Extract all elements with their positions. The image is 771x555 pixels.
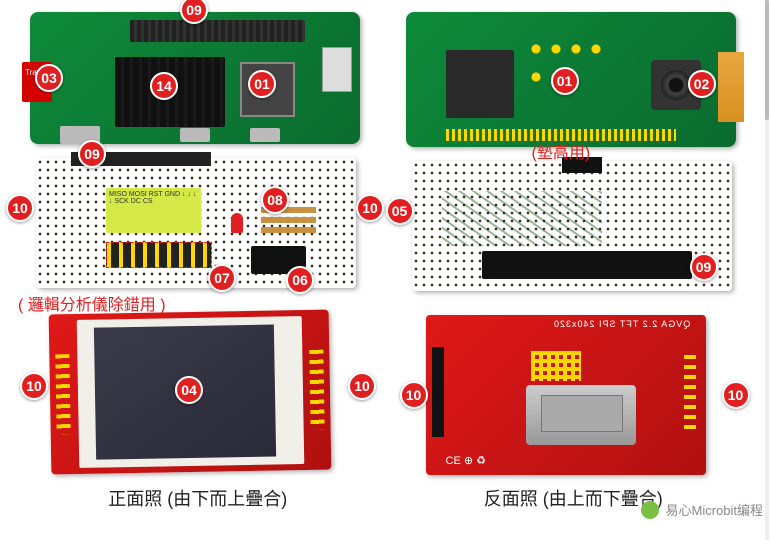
panel-pi-back: 01 02	[406, 12, 742, 147]
mounting-holes	[684, 355, 696, 435]
callout-badge: 08	[261, 186, 289, 214]
callout-badge: 04	[175, 376, 203, 404]
sd-card-slot	[526, 385, 636, 445]
callout-badge: 03	[35, 64, 63, 92]
panel-pi-front: 09031401	[30, 12, 366, 144]
cert-symbols: CE ⊕ ♻	[446, 454, 486, 467]
back-column: 01 02 (墊高用) 0905 QVGA 2.2 TFT SPI 240x320	[406, 12, 742, 475]
solder-pads	[531, 351, 581, 381]
usb-port	[250, 128, 280, 142]
callout-badge: 05	[386, 197, 414, 225]
callout-badge: 07	[208, 264, 236, 292]
pinout-sticker: MISO MOSI RST GND ↓ ↓ ↓ ↓ SCK DC CS	[106, 188, 201, 233]
pcb-traces	[442, 191, 602, 246]
scrollbar[interactable]	[765, 0, 769, 540]
lcd-model-text: QVGA 2.2 TFT SPI 240x320	[553, 319, 690, 329]
gpio-female-header	[482, 251, 692, 279]
callout-badge: 14	[150, 72, 178, 100]
camera-flex-cable	[718, 52, 744, 122]
callout-badge: 10	[722, 381, 750, 409]
proto-board-back	[412, 161, 732, 291]
watermark-icon	[641, 501, 659, 519]
lcd-module-back: QVGA 2.2 TFT SPI 240x320 CE ⊕ ♻	[426, 315, 706, 475]
callout-badge: 10	[348, 372, 376, 400]
spacer-note: (墊高用)	[532, 139, 591, 163]
panel-lcd-front: 041010	[50, 312, 366, 472]
mounting-holes	[55, 354, 70, 434]
callout-badge: 10	[6, 194, 34, 222]
callout-badge: 10	[356, 194, 384, 222]
lcd-pin-header	[432, 347, 444, 437]
callout-badge: 09	[78, 140, 106, 168]
panel-proto-back: (墊高用) 0905	[412, 161, 742, 291]
watermark: 易心Microbit编程	[641, 500, 763, 519]
processor	[446, 50, 514, 118]
callout-badge: 01	[248, 70, 276, 98]
caption-front: 正面照 (由下而上疊合)	[30, 485, 366, 511]
mounting-holes	[309, 350, 324, 430]
callout-badge: 02	[688, 70, 716, 98]
scrollbar-thumb[interactable]	[765, 0, 769, 120]
callout-badge: 01	[551, 67, 579, 95]
csi-connector	[322, 47, 352, 92]
callout-badge: 10	[400, 381, 428, 409]
usb-port	[180, 128, 210, 142]
camera-lens	[661, 70, 691, 100]
callout-badge: 10	[20, 372, 48, 400]
callout-badge: 06	[286, 266, 314, 294]
led-indicator	[231, 213, 243, 233]
panel-lcd-back: QVGA 2.2 TFT SPI 240x320 CE ⊕ ♻ 1010	[426, 315, 742, 475]
raspberry-pi-front	[30, 12, 360, 144]
debug-pins	[106, 242, 212, 268]
debug-note: ( 邏輯分析儀除錯用 )	[18, 291, 166, 315]
watermark-text: 易心Microbit编程	[665, 500, 763, 519]
figure-container: 09 03 14 01 MISO MOSI RST GND ↓ ↓ ↓ ↓ SCK D…	[0, 0, 771, 523]
callout-badge: 09	[690, 253, 718, 281]
panel-proto-front: MISO MOSI RST GND ↓ ↓ ↓ ↓ SCK DC CS ( 邏輯…	[36, 158, 366, 288]
front-column: 09 03 14 01 MISO MOSI RST GND ↓ ↓ ↓ ↓ SCK D…	[30, 12, 366, 475]
